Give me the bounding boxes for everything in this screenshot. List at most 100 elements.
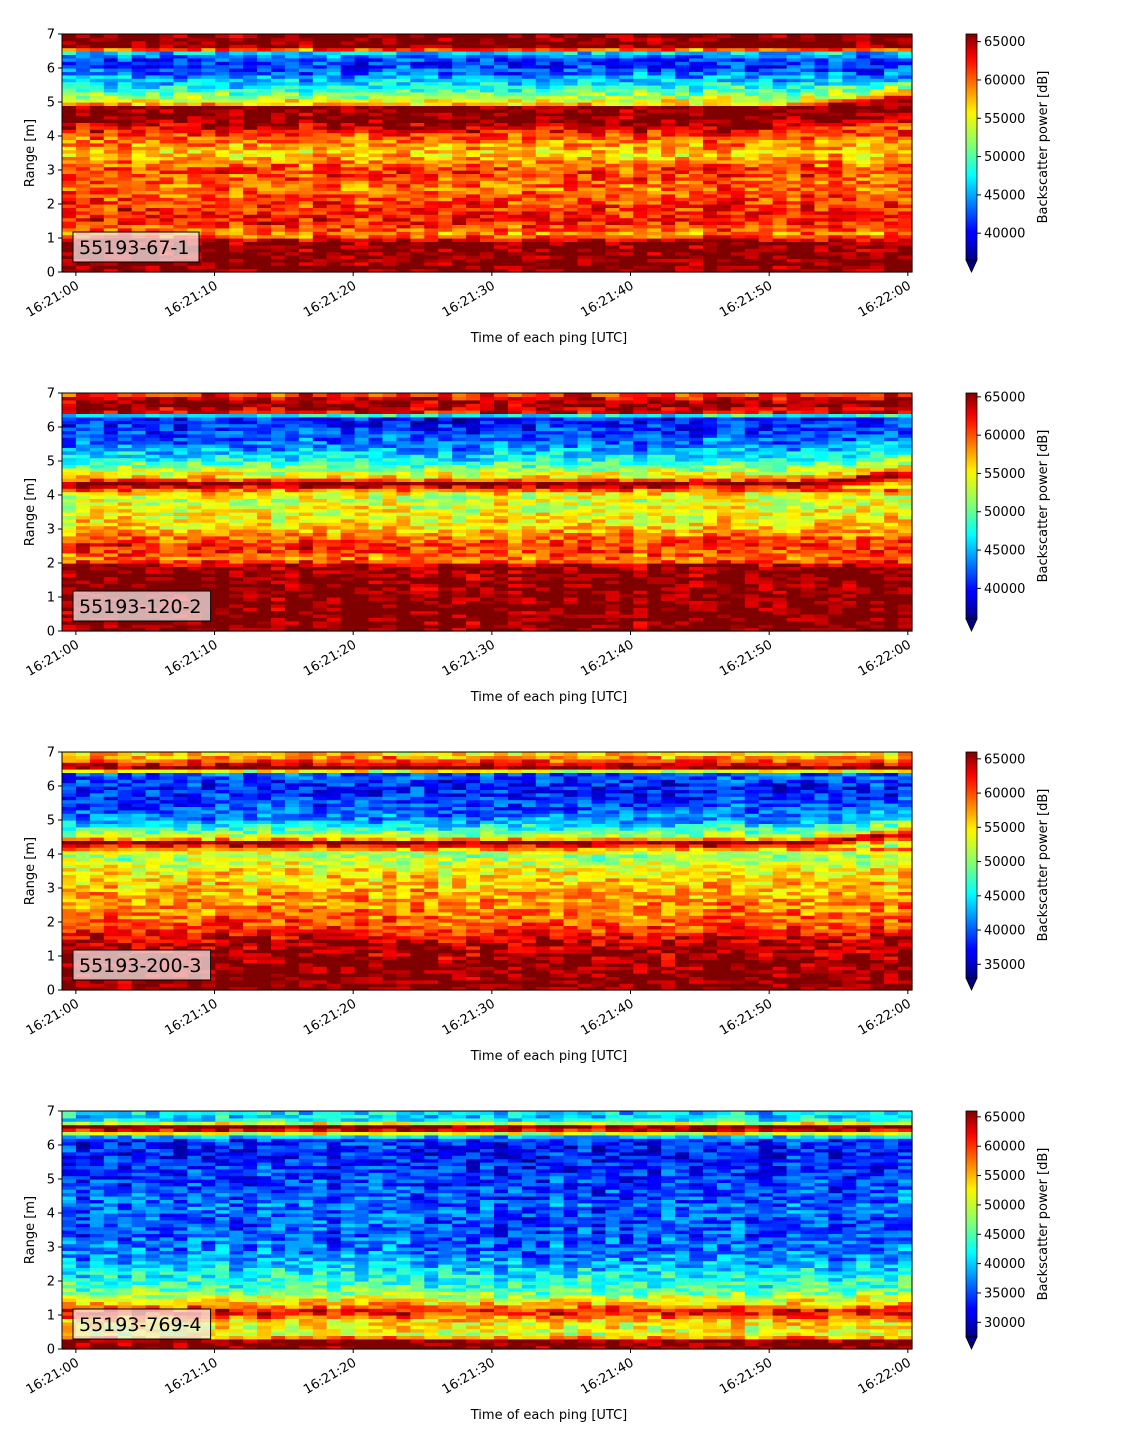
heatmap-cell [884,149,899,154]
heatmap-cell [870,251,885,256]
heatmap-cell [243,170,258,174]
heatmap-cell [689,159,704,164]
heatmap-cell [675,193,690,198]
heatmap-cell [284,71,300,76]
heatmap-cell [229,102,244,106]
heatmap-cell [173,193,189,198]
heatmap-cell [312,132,328,137]
heatmap-cell [828,149,843,154]
heatmap-cell [647,159,662,164]
heatmap-cell [438,193,453,198]
heatmap-cell [257,204,272,208]
heatmap-cell [103,471,119,476]
heatmap-cell [243,153,258,157]
heatmap-cell [243,85,258,89]
heatmap-cell [145,51,161,55]
heatmap-cell [75,71,91,76]
heatmap-cell [243,227,258,232]
heatmap-cell [215,81,230,86]
heatmap-cell [521,251,537,256]
heatmap-cell [633,149,648,154]
heatmap-cell [62,261,77,266]
heatmap-cell [884,166,899,171]
heatmap-cell [131,505,147,510]
heatmap-cell [243,54,258,59]
heatmap-cell [103,210,119,215]
heatmap-cell [62,57,77,62]
y-tick-label: 7 [47,28,55,43]
heatmap-cell [215,180,230,185]
heatmap-cell [131,159,147,164]
heatmap-cell [75,420,91,425]
heatmap-cell [577,200,593,205]
heatmap-cell [271,129,286,134]
heatmap-cell [173,81,189,86]
heatmap-cell [215,251,230,256]
heatmap-cell [117,173,133,178]
heatmap-cell [75,88,91,93]
heatmap-cell [215,183,230,188]
heatmap-cell [312,265,328,270]
heatmap-cell [257,149,272,154]
heatmap-cell [117,180,133,185]
heatmap-cell [577,193,593,198]
heatmap-cell [326,183,342,188]
heatmap-cell [187,125,202,130]
heatmap-cell [396,210,411,215]
heatmap-cell [870,149,885,154]
heatmap-cell [131,108,147,113]
y-tick-label: 5 [47,96,55,111]
heatmap-cell [62,163,77,168]
heatmap-cell [257,37,272,42]
heatmap-cell [410,132,425,137]
heatmap-cell [758,200,774,205]
heatmap-cell [103,105,119,110]
heatmap-cell [647,210,662,215]
heatmap-cell [243,68,258,72]
heatmap-cell [424,217,439,222]
heatmap-cell [730,193,746,198]
heatmap-cell [870,227,885,232]
heatmap-cell [744,234,760,239]
y-tick-label: 2 [47,198,55,213]
heatmap-cell [410,234,425,239]
heatmap-cell [201,112,216,117]
heatmap-cell [75,261,91,266]
heatmap-cell [744,34,760,38]
heatmap-cell [828,176,843,181]
heatmap-cell [271,142,286,147]
heatmap-cell [201,149,216,154]
heatmap-cell [271,255,286,259]
heatmap-cell [145,170,161,174]
heatmap-cell [145,420,161,425]
heatmap-cell [145,488,161,493]
heatmap-cell [758,34,774,38]
heatmap-cell [75,91,91,96]
heatmap-cell [215,146,230,151]
heatmap-cell [89,393,105,397]
heatmap-cell [619,193,634,198]
heatmap-cell [117,227,133,232]
heatmap-cell [326,166,342,171]
heatmap-cell [229,156,244,161]
heatmap-cell [535,244,551,249]
heatmap-cell [284,122,300,127]
heatmap-cell [702,200,718,205]
heatmap-cell [117,224,133,229]
heatmap-cell [173,261,189,266]
heatmap-cell [284,261,300,266]
heatmap-cell [62,251,77,256]
heatmap-cell [159,265,175,270]
heatmap-cell [271,183,286,188]
heatmap-cell [410,210,425,215]
colorbar-tick-label: 60000 [984,73,1025,88]
heatmap-cell [884,142,899,147]
heatmap-cell [117,68,133,72]
heatmap-cell [605,265,620,270]
heatmap-cell [842,193,857,198]
heatmap-cell [284,241,300,246]
heatmap-cell [215,173,230,178]
heatmap-cell [898,166,913,171]
heatmap-cell [744,265,760,270]
heatmap-cell [507,149,523,154]
